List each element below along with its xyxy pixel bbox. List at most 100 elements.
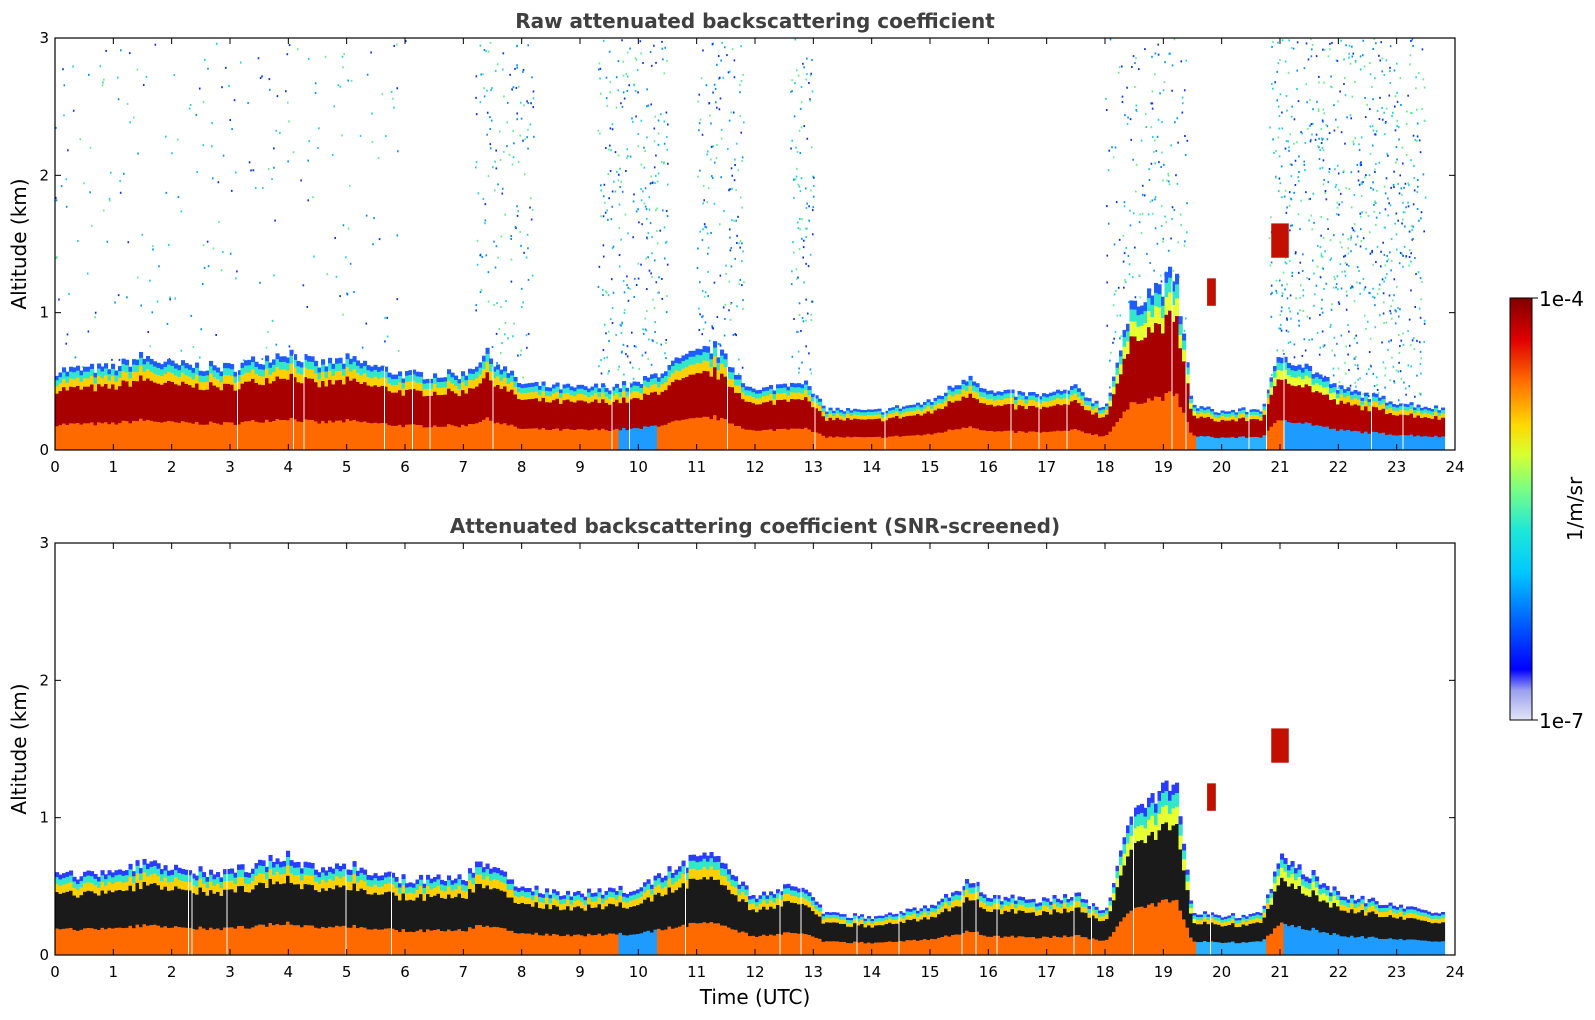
noise-pixel (1287, 140, 1289, 143)
layer-edge (422, 887, 427, 897)
layer-edge (580, 388, 585, 397)
noise-pixel (233, 99, 236, 102)
noise-pixel (608, 50, 611, 53)
layer-edge (608, 394, 613, 402)
layer-base (867, 437, 872, 450)
noise-pixel (1322, 159, 1325, 162)
layer-transition (790, 392, 795, 401)
noise-pixel (496, 302, 498, 305)
noise-pixel (611, 307, 614, 310)
layer-fringe (233, 371, 238, 382)
layer-edge (90, 876, 95, 887)
layer-base (146, 419, 151, 450)
noise-pixel (502, 52, 505, 55)
noise-pixel (1338, 381, 1341, 384)
noise-pixel (650, 175, 652, 178)
data-gap (303, 354, 305, 450)
noise-pixel (1284, 189, 1287, 192)
layer-edge (1021, 395, 1026, 403)
layer-core (429, 395, 434, 429)
noise-pixel (1310, 38, 1312, 41)
layer-base (324, 423, 329, 450)
layer-edge (741, 886, 746, 895)
noise-pixel (1382, 241, 1384, 244)
layer-transition (989, 398, 994, 406)
noise-pixel (1362, 181, 1364, 184)
noise-pixel (716, 143, 718, 146)
layer-core (429, 896, 434, 933)
layer-transition (121, 371, 126, 383)
layer-edge (223, 874, 228, 885)
layer-core (1042, 406, 1047, 433)
noise-pixel (1408, 385, 1411, 388)
layer-base (209, 927, 214, 955)
layer-transition (709, 367, 714, 379)
layer-edge (1094, 403, 1099, 410)
layer-core (692, 374, 697, 421)
layer-transition (261, 873, 266, 885)
x-tick-label: 7 (459, 458, 469, 476)
noise-pixel (127, 241, 130, 244)
noise-pixel (1328, 167, 1331, 170)
noise-pixel (1179, 213, 1182, 216)
noise-pixel (645, 329, 648, 332)
noise-pixel (798, 302, 801, 305)
layer-base (671, 421, 676, 450)
layer-transition (293, 367, 298, 380)
layer-edge (58, 879, 63, 890)
layer-transition (380, 377, 385, 388)
noise-pixel (1181, 111, 1184, 114)
layer-base (765, 429, 770, 450)
noise-pixel (602, 288, 604, 291)
noise-pixel (608, 340, 610, 343)
layer-edge (440, 884, 445, 894)
noise-pixel (228, 84, 230, 87)
layer-core (247, 892, 252, 931)
noise-pixel (626, 275, 628, 278)
layer-core (489, 380, 494, 423)
noise-pixel (1337, 387, 1340, 390)
layer-base (328, 926, 333, 955)
layer-base (300, 927, 305, 955)
layer-transition (226, 881, 231, 892)
noise-pixel (1339, 263, 1342, 266)
layer-base (142, 420, 147, 450)
layer-core (548, 909, 553, 937)
noise-pixel (1416, 185, 1419, 188)
layer-edge (1388, 404, 1393, 411)
layer-edge (132, 364, 137, 376)
layer-base (573, 934, 578, 955)
noise-pixel (697, 247, 699, 250)
noise-pixel (149, 279, 151, 282)
layer-core (758, 404, 763, 432)
noise-pixel (640, 199, 643, 202)
layer-edge (272, 364, 277, 376)
layer-base (422, 427, 427, 450)
layer-transition (1266, 398, 1271, 406)
layer-core (1402, 414, 1407, 437)
noise-pixel (1320, 254, 1323, 257)
layer-edge (338, 871, 343, 882)
noise-pixel (631, 117, 633, 120)
layer-transition (874, 414, 879, 420)
layer-transition (895, 411, 900, 417)
layer-edge (594, 896, 599, 904)
noise-pixel (62, 68, 64, 71)
layer-edge (1049, 396, 1054, 404)
noise-pixel (727, 148, 729, 151)
noise-pixel (491, 87, 493, 90)
layer-core (1234, 421, 1239, 439)
noise-pixel (1351, 45, 1353, 48)
noise-pixel (516, 118, 518, 121)
noise-pixel (1398, 351, 1401, 354)
layer-edge (1185, 367, 1190, 379)
layer-edge (328, 363, 333, 375)
noise-pixel (1385, 59, 1388, 62)
layer-edge (618, 890, 623, 899)
layer-core (324, 386, 329, 425)
layer-core (300, 889, 305, 930)
layer-core (527, 399, 532, 430)
layer-core (720, 884, 725, 928)
noise-pixel (65, 178, 68, 181)
layer-edge (58, 377, 63, 387)
